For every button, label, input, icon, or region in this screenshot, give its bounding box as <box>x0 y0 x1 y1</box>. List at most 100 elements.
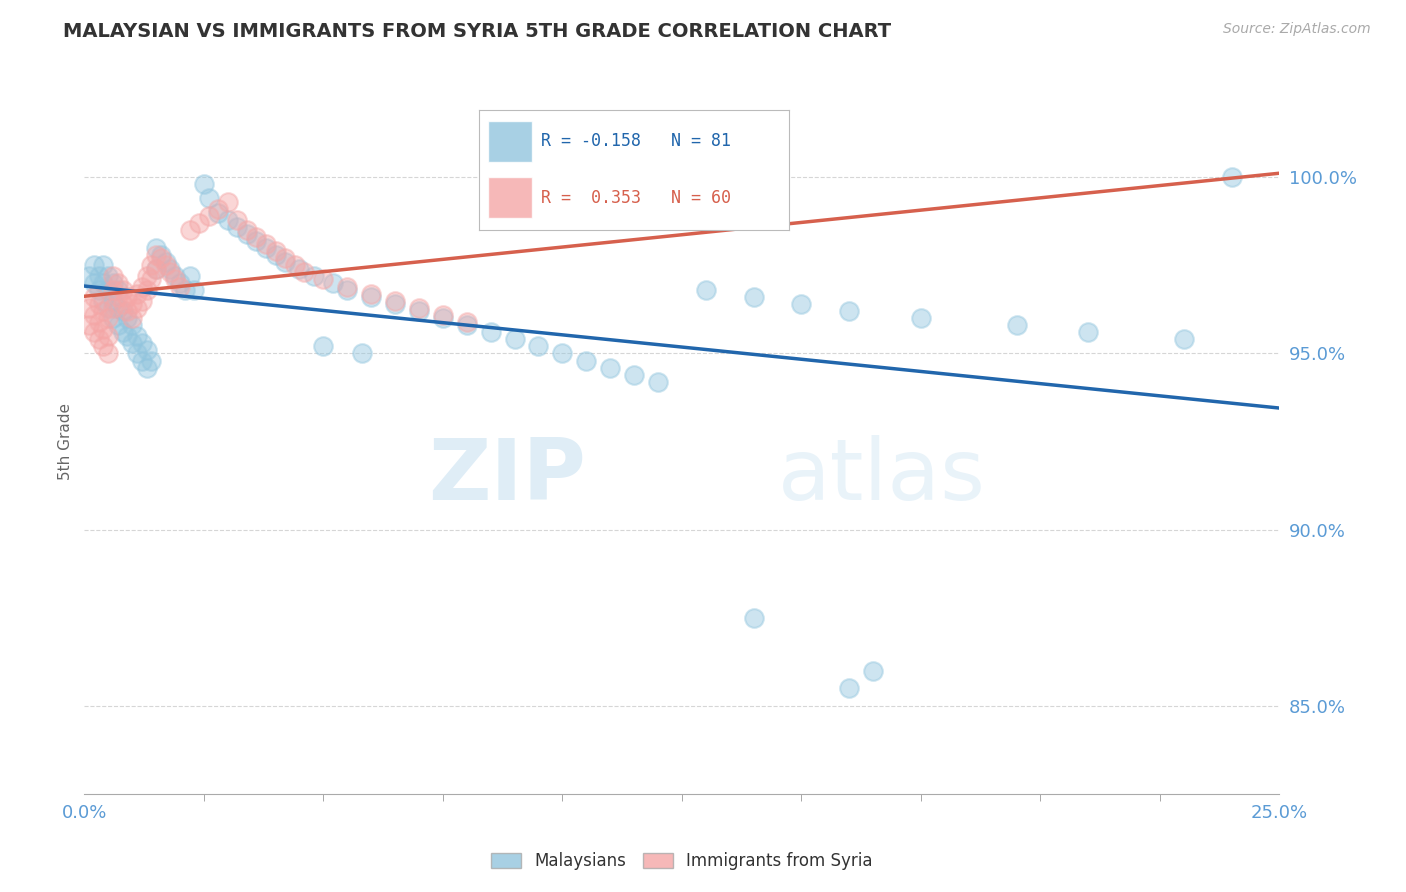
Point <box>93 304 115 318</box>
Point <box>97 283 120 297</box>
Point <box>312 272 335 286</box>
Point <box>695 283 717 297</box>
Text: atlas: atlas <box>778 435 986 518</box>
Legend: Malaysians, Immigrants from Syria: Malaysians, Immigrants from Syria <box>485 846 879 877</box>
Point <box>131 293 153 308</box>
Point <box>384 297 406 311</box>
Point <box>159 265 181 279</box>
Point <box>93 339 115 353</box>
Point <box>87 315 110 329</box>
Point <box>97 329 120 343</box>
Point <box>83 258 105 272</box>
Point <box>117 311 139 326</box>
Point <box>254 237 277 252</box>
Point <box>197 209 219 223</box>
Point <box>245 234 267 248</box>
Point <box>107 290 129 304</box>
Point <box>226 219 249 234</box>
Point <box>527 339 550 353</box>
Point <box>87 297 110 311</box>
Point <box>77 301 100 315</box>
Point <box>188 216 211 230</box>
Point <box>226 212 249 227</box>
Point <box>155 255 177 269</box>
Point <box>432 311 454 326</box>
Point <box>131 353 153 368</box>
Point <box>179 268 201 283</box>
Point <box>111 304 134 318</box>
Point <box>111 326 134 340</box>
Point <box>169 276 191 290</box>
Point <box>83 308 105 322</box>
Point <box>97 268 120 283</box>
Point <box>141 258 163 272</box>
Point <box>101 301 124 315</box>
Point <box>207 205 229 219</box>
Point <box>599 360 621 375</box>
Point <box>838 681 860 695</box>
Point <box>131 335 153 350</box>
Point <box>83 290 105 304</box>
Point <box>274 255 297 269</box>
Point <box>838 304 860 318</box>
Point <box>1220 170 1243 185</box>
Point <box>1005 318 1028 333</box>
Point <box>141 353 163 368</box>
Point <box>141 272 163 286</box>
Point <box>551 346 574 360</box>
Point <box>236 227 259 241</box>
Point <box>169 279 191 293</box>
Point <box>107 276 129 290</box>
Point <box>575 353 598 368</box>
Point <box>135 268 157 283</box>
Point <box>135 343 157 357</box>
Point <box>135 283 157 297</box>
Point <box>159 261 181 276</box>
Point <box>623 368 645 382</box>
Point <box>101 311 124 326</box>
Point <box>432 308 454 322</box>
Point <box>197 191 219 205</box>
Point <box>77 318 100 333</box>
Point <box>179 223 201 237</box>
Point <box>97 346 120 360</box>
Point <box>292 265 315 279</box>
Point <box>288 261 311 276</box>
Point <box>145 261 167 276</box>
Point <box>125 346 148 360</box>
Point <box>117 304 139 318</box>
Point <box>647 375 669 389</box>
Point <box>264 244 287 259</box>
Point <box>264 248 287 262</box>
Point <box>93 258 115 272</box>
Point <box>117 290 139 304</box>
Point <box>456 318 478 333</box>
Point <box>336 283 359 297</box>
Point <box>111 283 134 297</box>
Point <box>1077 326 1099 340</box>
Point <box>910 311 932 326</box>
Point <box>125 301 148 315</box>
Point <box>97 311 120 326</box>
Point <box>145 261 167 276</box>
Point <box>101 283 124 297</box>
Point <box>479 326 502 340</box>
Y-axis label: 5th Grade: 5th Grade <box>58 403 73 480</box>
Point <box>322 276 344 290</box>
Point <box>384 293 406 308</box>
Point <box>101 276 124 290</box>
Text: Source: ZipAtlas.com: Source: ZipAtlas.com <box>1223 22 1371 37</box>
Point <box>117 329 139 343</box>
Point <box>302 268 325 283</box>
Point <box>165 268 187 283</box>
Point <box>87 332 110 346</box>
Point <box>155 258 177 272</box>
Point <box>121 297 143 311</box>
Point <box>245 230 267 244</box>
Point <box>193 178 215 192</box>
Point <box>207 202 229 216</box>
Point <box>93 322 115 336</box>
Point <box>93 276 115 290</box>
Point <box>149 252 172 266</box>
Point <box>165 272 187 286</box>
